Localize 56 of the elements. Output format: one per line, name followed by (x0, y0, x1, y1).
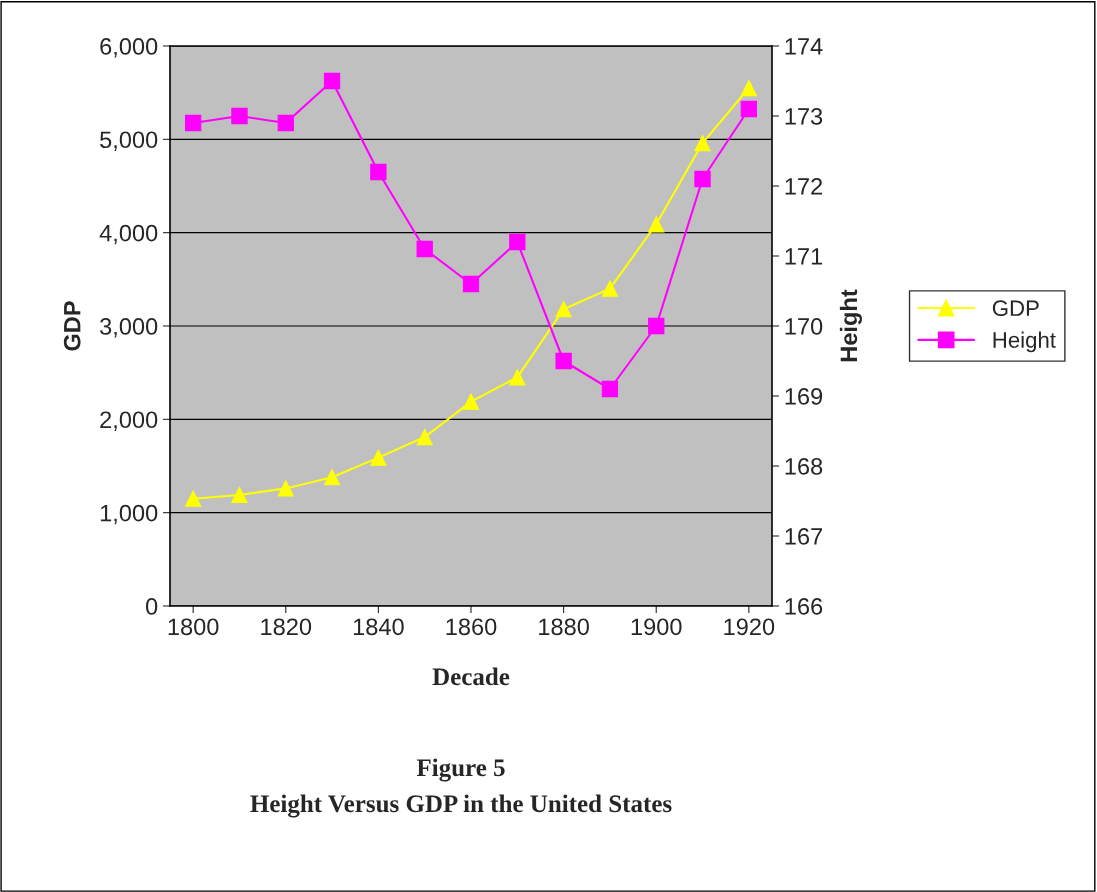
point (694, 134, 711, 152)
y2-tick-label: 173 (785, 108, 823, 125)
text: Figure 5 (416, 758, 505, 782)
legend-label: Height (993, 331, 1056, 353)
y-tick-label: 3,000 (100, 318, 158, 338)
x-tick-label: 1900 (631, 618, 682, 636)
x-tick-label: 1840 (353, 618, 404, 636)
point (648, 216, 665, 233)
point (462, 275, 480, 293)
y2-tick-label: 171 (785, 248, 823, 265)
point (231, 486, 248, 504)
point (185, 490, 202, 507)
point (509, 233, 526, 251)
x-axis-title: Decade (432, 667, 510, 686)
x-tick-label: 1880 (539, 618, 589, 636)
point (370, 163, 387, 181)
point (555, 352, 572, 370)
point (694, 170, 711, 188)
y2-tick-label: 174 (785, 38, 823, 55)
point (277, 480, 294, 497)
y2-tick-label: 167 (785, 528, 823, 545)
x-tick-label: 1820 (261, 618, 312, 636)
point (601, 380, 619, 398)
point (416, 240, 433, 258)
y-axis-title: GDP (63, 301, 81, 351)
x-tick-label: 1860 (446, 618, 497, 636)
point (740, 100, 757, 118)
point (277, 114, 294, 132)
point (416, 428, 433, 446)
point (740, 79, 757, 97)
y-tick-label: 4,000 (99, 224, 158, 245)
y-tick-label: 5,000 (100, 131, 158, 151)
point (648, 317, 665, 335)
point (323, 469, 341, 486)
point (370, 449, 387, 466)
text: Height Versus GDP in the United States (250, 794, 672, 818)
y-tick-label: 6,000 (100, 38, 158, 58)
x-tick-label: 1800 (168, 618, 219, 636)
point (462, 393, 480, 410)
legend-label: GDP (992, 300, 1039, 317)
y2-tick-label: 166 (785, 598, 823, 615)
point (555, 301, 572, 318)
point (323, 72, 341, 90)
y2-tick-label: 170 (785, 318, 823, 335)
y-tick-label: 2,000 (100, 411, 158, 431)
y-tick-label: 1,000 (100, 504, 158, 525)
point (231, 107, 248, 125)
point (601, 280, 619, 297)
y-tick-label: 0 (145, 598, 158, 615)
point (509, 369, 526, 386)
x-tick-label: 1920 (724, 618, 775, 636)
y2-axis-title: Height (839, 289, 862, 362)
y2-tick-label: 172 (785, 178, 823, 195)
point (185, 114, 202, 132)
y2-tick-label: 168 (785, 458, 823, 475)
y2-tick-label: 169 (785, 388, 823, 405)
